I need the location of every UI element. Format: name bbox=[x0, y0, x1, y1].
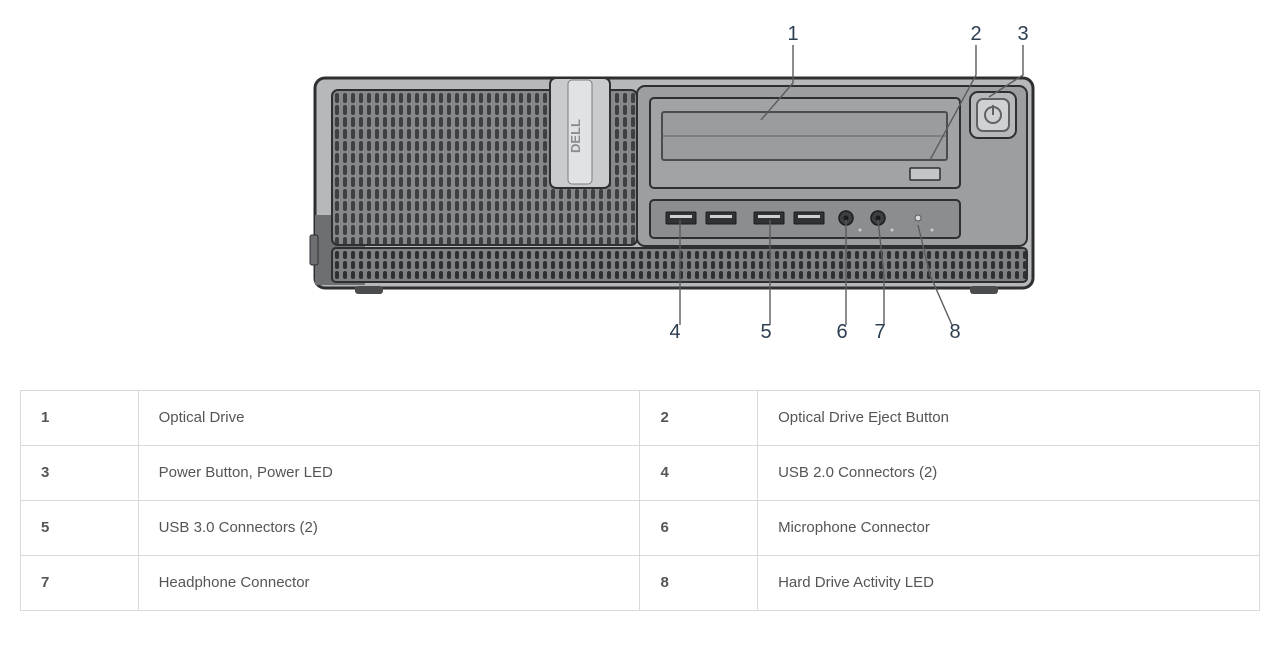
legend-description: Optical Drive Eject Button bbox=[758, 391, 1260, 446]
legend-description: Optical Drive bbox=[138, 391, 640, 446]
legend-description: USB 2.0 Connectors (2) bbox=[758, 446, 1260, 501]
legend-number: 2 bbox=[640, 391, 758, 446]
optical-drive bbox=[650, 98, 960, 188]
usb-port[interactable] bbox=[706, 212, 736, 224]
callout-number: 7 bbox=[874, 321, 885, 343]
hdd-activity-led bbox=[915, 215, 921, 221]
computer-front-svg: DELL bbox=[270, 20, 1050, 350]
legend-description: Microphone Connector bbox=[758, 501, 1260, 556]
table-row: 1Optical Drive2Optical Drive Eject Butto… bbox=[21, 391, 1260, 446]
usb-port[interactable] bbox=[666, 212, 696, 224]
front-panel-diagram: DELL bbox=[270, 20, 1010, 350]
legend-description: USB 3.0 Connectors (2) bbox=[138, 501, 640, 556]
power-button[interactable] bbox=[970, 92, 1016, 138]
usb-port[interactable] bbox=[754, 212, 784, 224]
callout-number: 3 bbox=[1017, 23, 1028, 45]
callout-number: 2 bbox=[970, 23, 981, 45]
table-row: 5USB 3.0 Connectors (2)6Microphone Conne… bbox=[21, 501, 1260, 556]
table-row: 7Headphone Connector8Hard Drive Activity… bbox=[21, 556, 1260, 611]
table-row: 3Power Button, Power LED4USB 2.0 Connect… bbox=[21, 446, 1260, 501]
legend-description: Power Button, Power LED bbox=[138, 446, 640, 501]
callout-number: 4 bbox=[669, 321, 680, 343]
callout-number: 5 bbox=[760, 321, 771, 343]
legend-number: 8 bbox=[640, 556, 758, 611]
legend-description: Headphone Connector bbox=[138, 556, 640, 611]
side-latch bbox=[310, 235, 318, 265]
legend-number: 4 bbox=[640, 446, 758, 501]
callout-number: 1 bbox=[787, 23, 798, 45]
legend-table: 1Optical Drive2Optical Drive Eject Butto… bbox=[20, 390, 1260, 611]
legend-number: 3 bbox=[21, 446, 139, 501]
legend-number: 1 bbox=[21, 391, 139, 446]
legend-number: 6 bbox=[640, 501, 758, 556]
brand-text: DELL bbox=[568, 119, 583, 153]
callout-number: 8 bbox=[949, 321, 960, 343]
legend-number: 7 bbox=[21, 556, 139, 611]
optical-eject-button[interactable] bbox=[910, 168, 940, 180]
legend-description: Hard Drive Activity LED bbox=[758, 556, 1260, 611]
brand-tab: DELL bbox=[550, 78, 610, 188]
foot bbox=[355, 286, 383, 294]
usb-port[interactable] bbox=[794, 212, 824, 224]
foot bbox=[970, 286, 998, 294]
legend-number: 5 bbox=[21, 501, 139, 556]
callout-number: 6 bbox=[836, 321, 847, 343]
